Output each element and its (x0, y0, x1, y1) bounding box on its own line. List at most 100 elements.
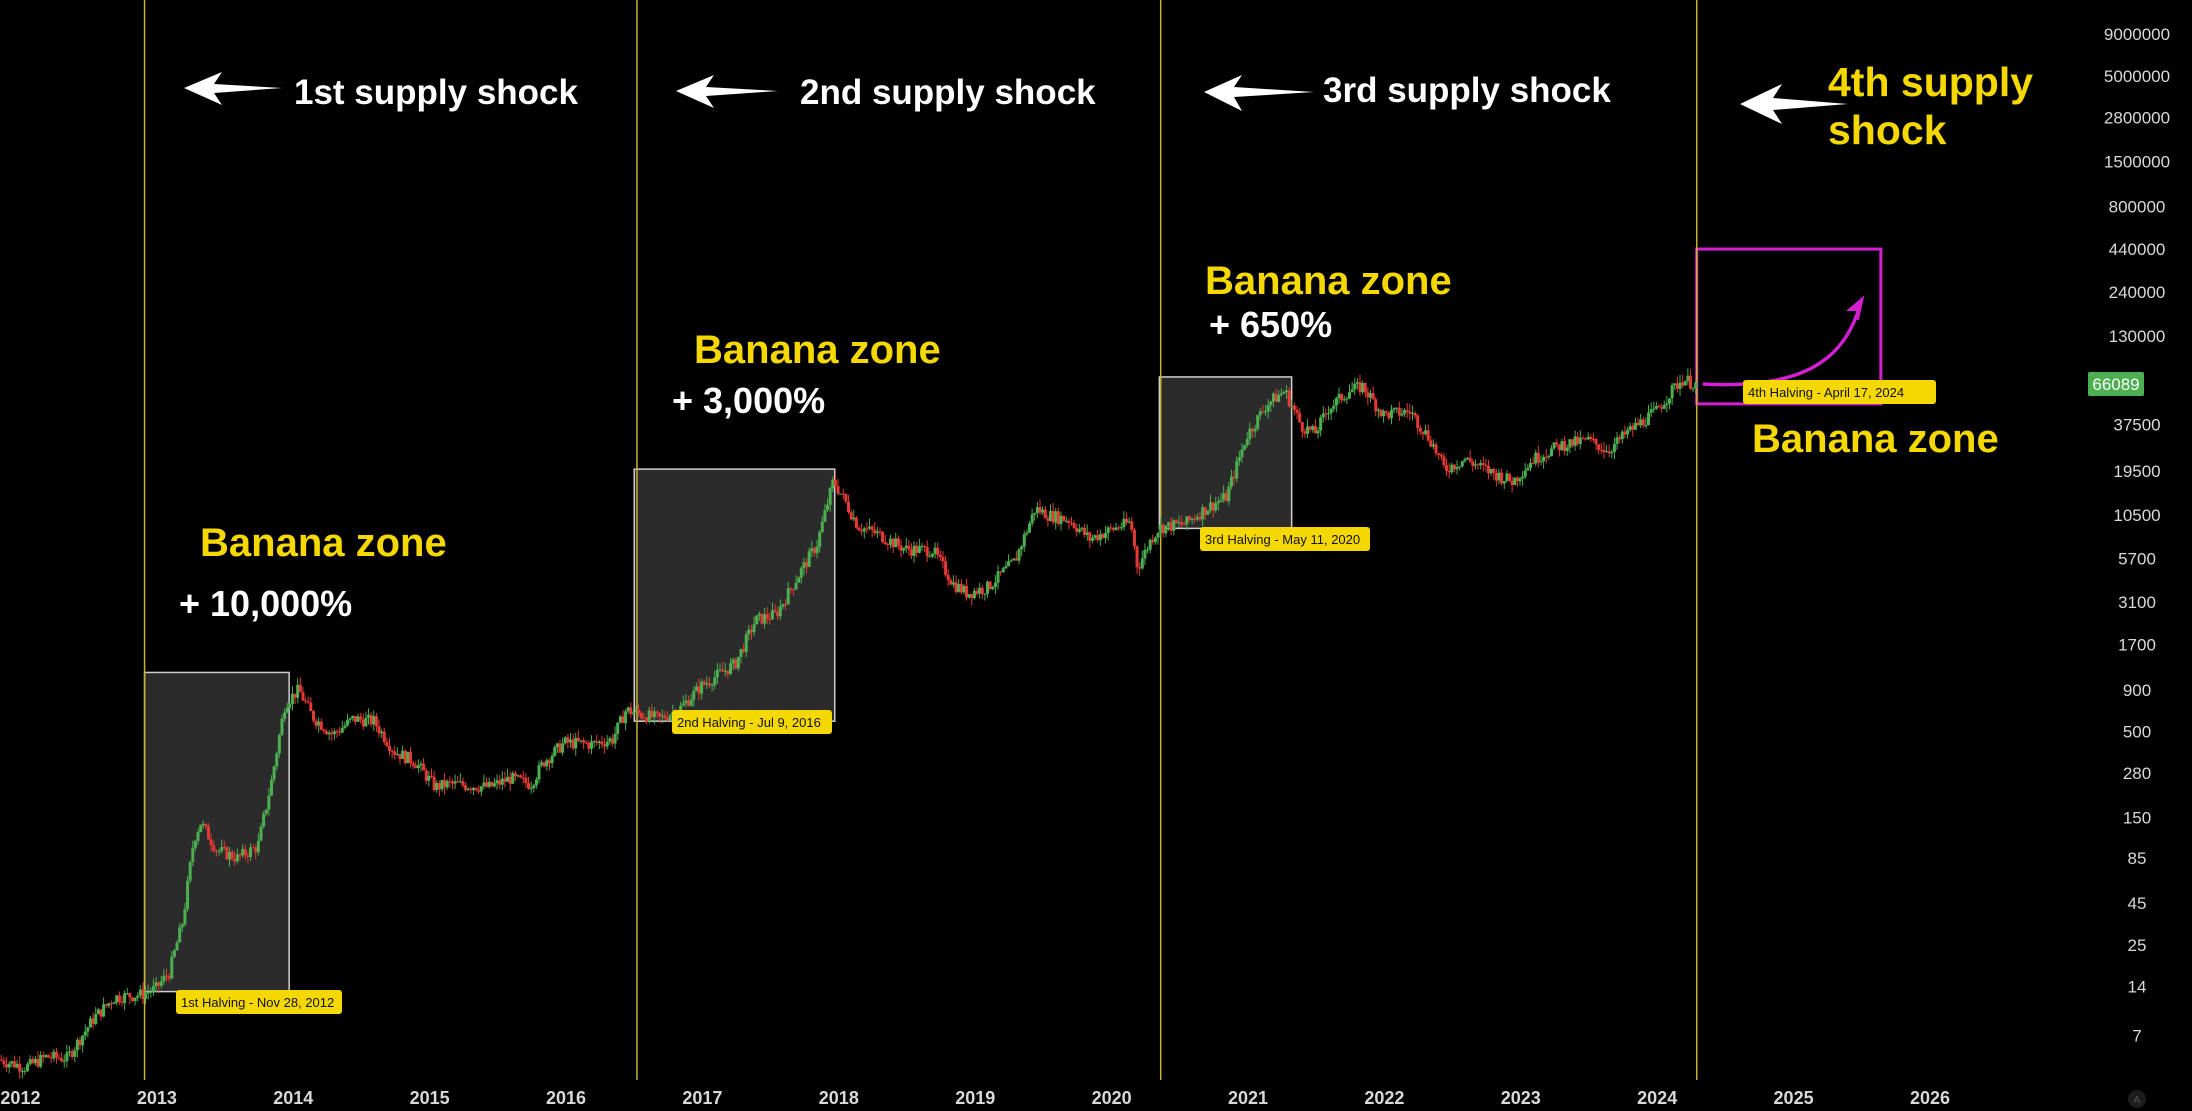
banana-zone-3-title: Banana zone (1205, 259, 1452, 303)
candle-body (1694, 382, 1698, 389)
candle-body (1332, 405, 1336, 409)
candle-body (1348, 392, 1352, 399)
candle-body (340, 727, 344, 733)
candle-body (199, 824, 203, 832)
candle-body (626, 707, 630, 712)
candle-body (631, 712, 635, 715)
y-tick-label: 2800000 (2104, 108, 2170, 127)
candle-body (175, 942, 179, 951)
candle-body (1025, 532, 1029, 535)
candle-body (828, 488, 832, 505)
candle-body (172, 950, 176, 957)
candle-body (647, 710, 651, 722)
y-tick-label: 10500 (2113, 506, 2160, 525)
candle-body (760, 613, 764, 624)
candle-body (1691, 388, 1695, 390)
candle-body (781, 604, 785, 607)
candle-body (1303, 431, 1307, 434)
candle-body (443, 779, 447, 788)
candle-body (332, 731, 336, 735)
candle-body (130, 997, 134, 1001)
candle-body (1484, 464, 1488, 466)
candle-body (645, 718, 649, 722)
candle-body (891, 538, 895, 548)
candle-body (1135, 546, 1139, 568)
candle-body (1177, 522, 1181, 524)
candle-body (642, 717, 646, 719)
candle-body (1148, 539, 1152, 550)
candle-body (776, 611, 780, 617)
candle-body (1434, 444, 1438, 454)
candle-body (445, 781, 449, 788)
x-tick-label: 2020 (1092, 1088, 1132, 1108)
candle-body (1610, 451, 1614, 454)
candle-body (576, 737, 580, 742)
candle-body (20, 1071, 24, 1073)
candle-body (1463, 459, 1467, 462)
candle-body (1274, 393, 1278, 402)
candle-body (1450, 464, 1454, 473)
candle-body (818, 532, 822, 547)
price-axis[interactable]: 7 14 25 45 85 150 280 500 900 1700 3100 5700 10500 19… (2104, 25, 2170, 1045)
candle-body (1361, 383, 1365, 393)
candle-body (849, 512, 853, 520)
candle-body (548, 760, 552, 764)
candle-body (1607, 451, 1611, 454)
candle-body (684, 700, 688, 704)
candle-body (1088, 532, 1092, 541)
candle-body (374, 716, 378, 727)
candle-body (928, 556, 932, 558)
candle-body (589, 741, 593, 749)
candle-body (243, 849, 247, 856)
candle-body (364, 717, 368, 727)
candle-body (107, 1003, 111, 1006)
candle-body (0, 1059, 3, 1061)
candle-body (1206, 510, 1210, 515)
candle-body (212, 845, 216, 851)
x-tick-label: 2012 (0, 1088, 40, 1108)
candle-body (1327, 413, 1331, 415)
candle-body (298, 684, 302, 693)
candle-body (469, 788, 473, 791)
candle-body (450, 781, 454, 784)
halving-labels-layer: 1st Halving - Nov 28, 2012 2nd Halving - … (176, 380, 1936, 1014)
candle-body (1673, 383, 1677, 386)
y-tick-label: 440000 (2109, 240, 2166, 259)
candle-body (1458, 466, 1462, 468)
candle-body (327, 732, 331, 735)
candle-body (1101, 534, 1105, 539)
candle-body (1161, 524, 1165, 534)
arrow-left-icon (1740, 84, 1848, 124)
candle-body (1172, 520, 1176, 531)
candle-body (1127, 521, 1131, 523)
candle-body (495, 780, 499, 784)
candle-body (275, 753, 279, 767)
candle-body (841, 493, 845, 495)
time-axis[interactable]: 2012 2013 2014 2015 2016 2017 2018 2019 2020 2021… (0, 1088, 1950, 1108)
candle-body (1510, 480, 1514, 486)
candle-body (705, 683, 709, 685)
candle-body (558, 743, 562, 753)
candle-body (1392, 408, 1396, 410)
candle-body (264, 809, 268, 814)
candle-body (115, 995, 119, 1003)
candle-body (1576, 436, 1580, 444)
candle-body (534, 779, 538, 786)
candle-body (73, 1050, 77, 1057)
candle-body (1287, 390, 1291, 407)
candle-body (343, 725, 347, 728)
candle-body (429, 775, 433, 777)
candle-body (1125, 518, 1129, 523)
candle-body (267, 795, 271, 810)
candle-body (1243, 444, 1247, 450)
candle-body (537, 765, 541, 780)
candle-body (1159, 524, 1163, 534)
candle-body (1476, 464, 1480, 466)
candle-body (723, 670, 727, 672)
candle-body (1408, 411, 1412, 414)
candle-body (285, 707, 289, 713)
candle-body (269, 779, 273, 796)
candle-body (1424, 430, 1428, 435)
candle-body (519, 775, 523, 778)
